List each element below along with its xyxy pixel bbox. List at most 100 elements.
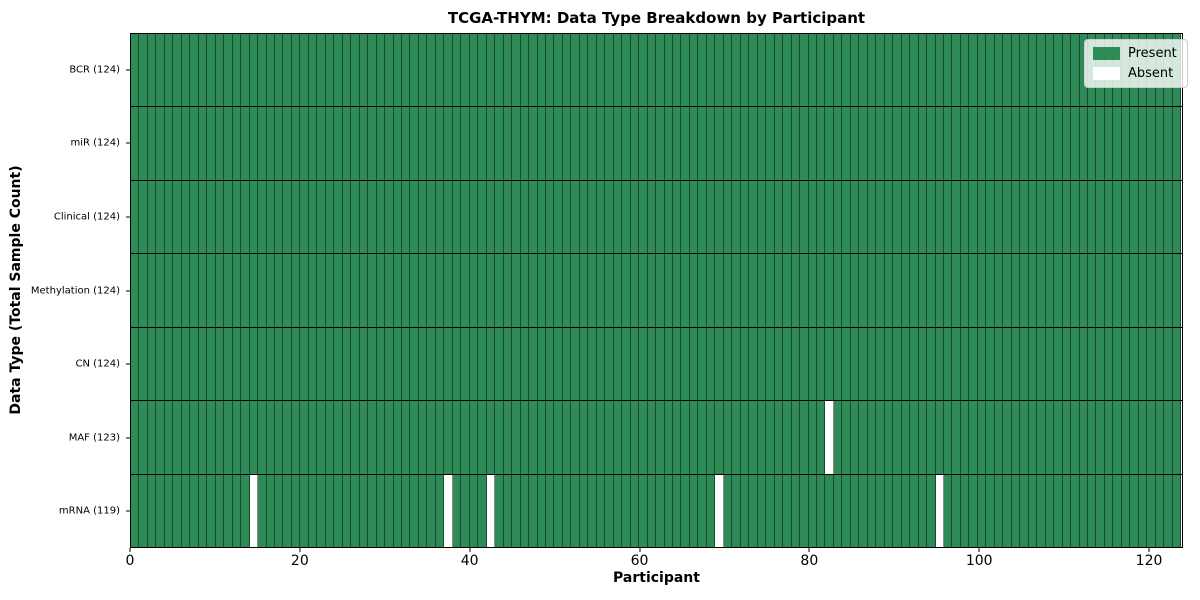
- matrix-cell: [816, 327, 826, 401]
- matrix-cell: [774, 34, 784, 107]
- matrix-cell: [1011, 180, 1021, 254]
- matrix-cell: [1121, 474, 1131, 547]
- matrix-cell: [639, 401, 648, 474]
- matrix-cell: [147, 34, 157, 107]
- matrix-cell: [800, 401, 809, 474]
- matrix-cell: [325, 474, 335, 547]
- matrix-cell: [418, 180, 428, 254]
- matrix-cell: [393, 401, 402, 474]
- matrix-cell: [1104, 107, 1114, 180]
- matrix-cell: [562, 180, 572, 254]
- matrix-cell: [867, 327, 877, 401]
- matrix-cell: [359, 474, 369, 547]
- matrix-cell: [1087, 107, 1097, 180]
- matrix-cell: [554, 401, 563, 474]
- matrix-cell: [461, 474, 470, 547]
- matrix-cell: [986, 107, 995, 180]
- matrix-cell: [291, 401, 301, 474]
- matrix-cell: [537, 401, 546, 474]
- matrix-cell: [1172, 254, 1182, 327]
- matrix-cell: [368, 180, 377, 254]
- matrix-cell: [698, 180, 707, 254]
- matrix-cell: [512, 107, 521, 180]
- matrix-cell: [427, 107, 436, 180]
- matrix-cell: [452, 254, 462, 327]
- matrix-cell: [537, 180, 546, 254]
- matrix-cell: [215, 107, 225, 180]
- matrix-cell: [639, 180, 648, 254]
- matrix-cell: [393, 34, 402, 107]
- matrix-cell: [258, 474, 267, 547]
- matrix-cell: [520, 180, 530, 254]
- matrix-cell: [884, 34, 894, 107]
- matrix-cell: [927, 107, 936, 180]
- matrix-cell: [156, 401, 165, 474]
- matrix-cell: [173, 254, 182, 327]
- matrix-cell: [1104, 401, 1114, 474]
- matrix-cell: [444, 401, 453, 474]
- matrix-cell: [334, 107, 343, 180]
- matrix-cell: [800, 34, 809, 107]
- matrix-cell: [376, 107, 386, 180]
- matrix-cell: [579, 474, 589, 547]
- matrix-cell: [452, 107, 462, 180]
- matrix-cell: [232, 474, 242, 547]
- matrix-cell: [630, 180, 640, 254]
- matrix-cell: [308, 327, 318, 401]
- matrix-cell: [630, 34, 640, 107]
- matrix-cell-absent: [715, 474, 724, 547]
- matrix-cell: [876, 474, 885, 547]
- matrix-cell: [850, 107, 860, 180]
- matrix-cell: [825, 474, 834, 547]
- matrix-cell: [1003, 327, 1012, 401]
- matrix-cell: [435, 474, 445, 547]
- matrix-cell: [232, 327, 242, 401]
- y-tick-label: Clinical (124): [53, 211, 120, 223]
- matrix-cell: [452, 474, 462, 547]
- matrix-cell: [215, 401, 225, 474]
- matrix-cell: [266, 474, 275, 547]
- matrix-cell: [740, 327, 750, 401]
- matrix-cell: [596, 107, 606, 180]
- matrix-cell: [698, 401, 707, 474]
- matrix-cell: [842, 34, 851, 107]
- matrix-cell: [630, 401, 640, 474]
- matrix-cell: [613, 34, 623, 107]
- matrix-cell: [960, 107, 970, 180]
- matrix-cell: [274, 474, 284, 547]
- matrix-cell: [664, 401, 673, 474]
- matrix-cell: [808, 254, 817, 327]
- matrix-cell: [1138, 254, 1148, 327]
- matrix-cell: [910, 180, 919, 254]
- matrix-cell: [1113, 254, 1122, 327]
- x-tick-label: 60: [630, 553, 649, 569]
- matrix-cell: [1087, 401, 1097, 474]
- matrix-cell: [1087, 180, 1097, 254]
- matrix-row-Methylation: [131, 254, 1182, 328]
- matrix-cell: [960, 180, 970, 254]
- matrix-cell: [393, 107, 402, 180]
- matrix-cell: [808, 401, 817, 474]
- matrix-cell: [224, 474, 233, 547]
- matrix-cell: [131, 107, 140, 180]
- matrix-cell: [1028, 34, 1038, 107]
- matrix-cell: [783, 180, 792, 254]
- matrix-cell: [181, 180, 191, 254]
- matrix-cell: [698, 254, 707, 327]
- matrix-cell: [918, 254, 928, 327]
- matrix-cell: [418, 254, 428, 327]
- matrix-cell: [495, 327, 504, 401]
- matrix-cell: [588, 474, 597, 547]
- matrix-cell: [1045, 474, 1055, 547]
- matrix-cell: [1045, 327, 1055, 401]
- matrix-cell: [757, 327, 767, 401]
- matrix-cell: [241, 34, 250, 107]
- matrix-cell: [571, 254, 580, 327]
- matrix-cell: [1147, 254, 1156, 327]
- matrix-cell: [986, 474, 995, 547]
- matrix-cell: [1121, 327, 1131, 401]
- matrix-cell: [884, 474, 894, 547]
- matrix-cell: [317, 34, 326, 107]
- matrix-cell: [808, 34, 817, 107]
- matrix-cell: [596, 474, 606, 547]
